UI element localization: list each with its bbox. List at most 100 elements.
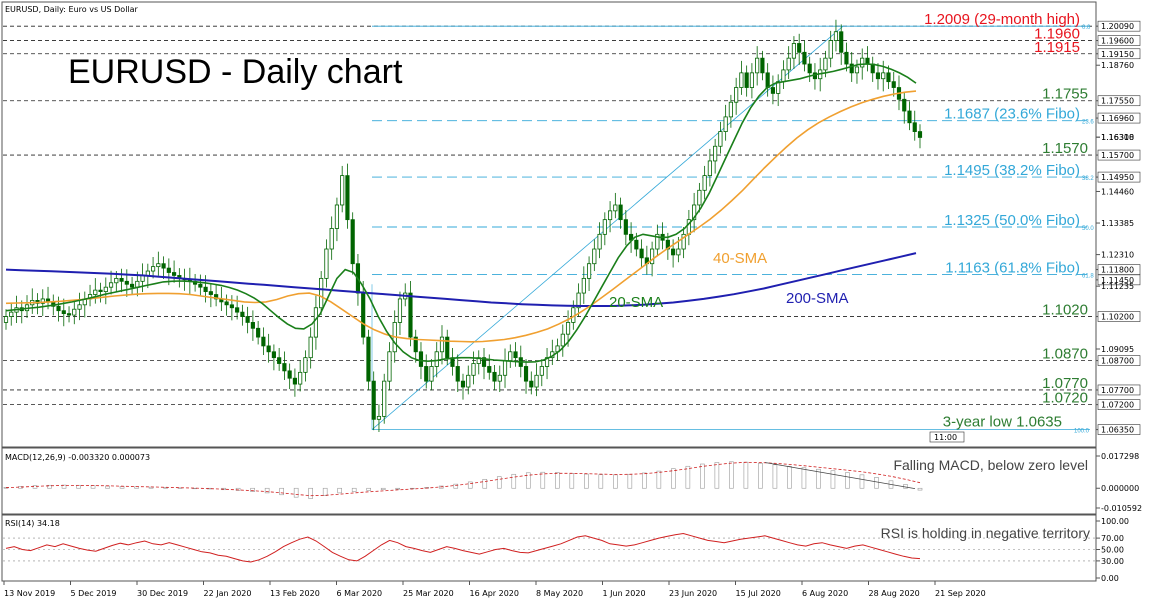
candle-body [807,63,812,74]
fibo-label: 1.1495 (38.2% Fibo) [944,162,1080,179]
macd-bar [351,487,357,492]
candle-body [634,239,639,250]
candle-body [424,366,429,382]
macd-bar [598,474,604,489]
candle-body [755,57,760,74]
macd-bar [569,473,575,489]
candle-body [129,283,135,288]
page-title: EURUSD - Daily chart [68,53,403,91]
price-tick-box [1097,95,1141,107]
candle-body [460,380,466,388]
price-tick-label: 1.11450 [1101,276,1134,285]
macd-bar [729,461,734,489]
macd-bar [758,462,763,489]
candle-body [250,322,255,329]
price-tick-label: 1.07200 [1101,401,1134,410]
macd-bar [163,487,168,489]
date-tick-label: 13 Feb 2020 [270,589,320,598]
candle-body [560,333,565,347]
candle-body [707,160,712,177]
sma20-label: 20-SMA [609,294,663,311]
candle-body [529,380,534,388]
macd-annotation: Falling MACD, below zero level [893,457,1088,473]
price-tick-label: 1.14460 [1101,187,1134,196]
macd-bar [61,484,67,489]
candle-body [586,263,592,279]
candle-body [744,72,749,88]
price-tick-label: 1.13385 [1101,219,1134,228]
candle-body [912,122,917,132]
fibo-tag: 61.8 [1082,274,1094,280]
candle-body [3,316,9,323]
candle-body [103,286,108,292]
macd-bar [380,487,386,491]
candle-body [523,366,529,382]
macd-panel-frame [1,447,1097,515]
rsi-tick-label: 50.00 [1101,546,1124,555]
candle-body [781,69,786,83]
macd-bar [119,486,125,489]
fibo-label: 1.1325 (50.0% Fibo) [944,212,1080,229]
candle-body [623,219,628,235]
candle-body [734,87,739,103]
candle-body [828,40,833,59]
macd-bar [496,476,502,489]
candle-body [114,277,119,284]
price-tick-label: 1.16310 [1101,133,1134,142]
price-tick-label: 1.08700 [1101,357,1134,366]
rsi-tick-label: 0.00 [1101,574,1119,583]
price-tick-label: 1.07700 [1101,386,1134,395]
candle-body [655,233,660,250]
resistance-label: 1.1960 [1034,26,1080,43]
candle-body [770,87,776,94]
candle-body [361,292,366,338]
chart-caption: EURUSD, Daily: Euro vs US Dollar [5,5,139,14]
candle-body [135,280,140,288]
candle-body [713,145,718,162]
candle-body [865,57,870,65]
sma200-line [5,252,917,307]
candle-body [245,316,250,323]
candle-body [271,351,276,359]
price-tick-label: 1.06350 [1101,426,1134,435]
date-tick-label: 25 Mar 2020 [403,589,454,598]
candle-body [418,351,424,367]
macd-bar [671,468,676,489]
candle-body [72,308,77,316]
candle-body [9,311,14,317]
support-label: 1.0870 [1042,346,1088,363]
candle-body [334,204,340,229]
date-tick-label: 6 Mar 2020 [337,589,383,598]
candle-body [565,322,571,335]
macd-tick-label: 0.017298 [1101,452,1139,461]
candle-body [208,291,213,295]
candle-body [650,248,655,265]
candle-body [891,81,896,88]
time-box [929,431,965,443]
candle-body [534,374,539,388]
macd-bar [917,487,923,491]
candle-body [602,219,607,235]
candle-body [613,204,618,212]
rsi-panel-frame [1,514,1097,582]
macd-bar [90,485,96,489]
macd-bar [613,474,618,489]
candle-body [697,189,702,206]
macd-bar [584,473,589,489]
candle-body [497,374,502,382]
macd-bar [642,472,647,489]
resistance-label: 1.2009 (29-month high) [924,11,1080,28]
candle-body [849,63,854,74]
macd-bar [700,463,705,489]
macd-tick-label: -0.010592 [1101,504,1142,513]
macd-bar [787,465,792,489]
candle-body [166,267,171,273]
candle-body [681,233,686,250]
price-tick-label: 1.19600 [1101,37,1134,46]
time-box-label: 11:00 [934,433,957,442]
candle-body [592,248,597,265]
macd-bar [395,487,401,490]
price-tick-box [1097,384,1141,396]
macd-bar [438,485,444,489]
candle-body [150,266,156,272]
